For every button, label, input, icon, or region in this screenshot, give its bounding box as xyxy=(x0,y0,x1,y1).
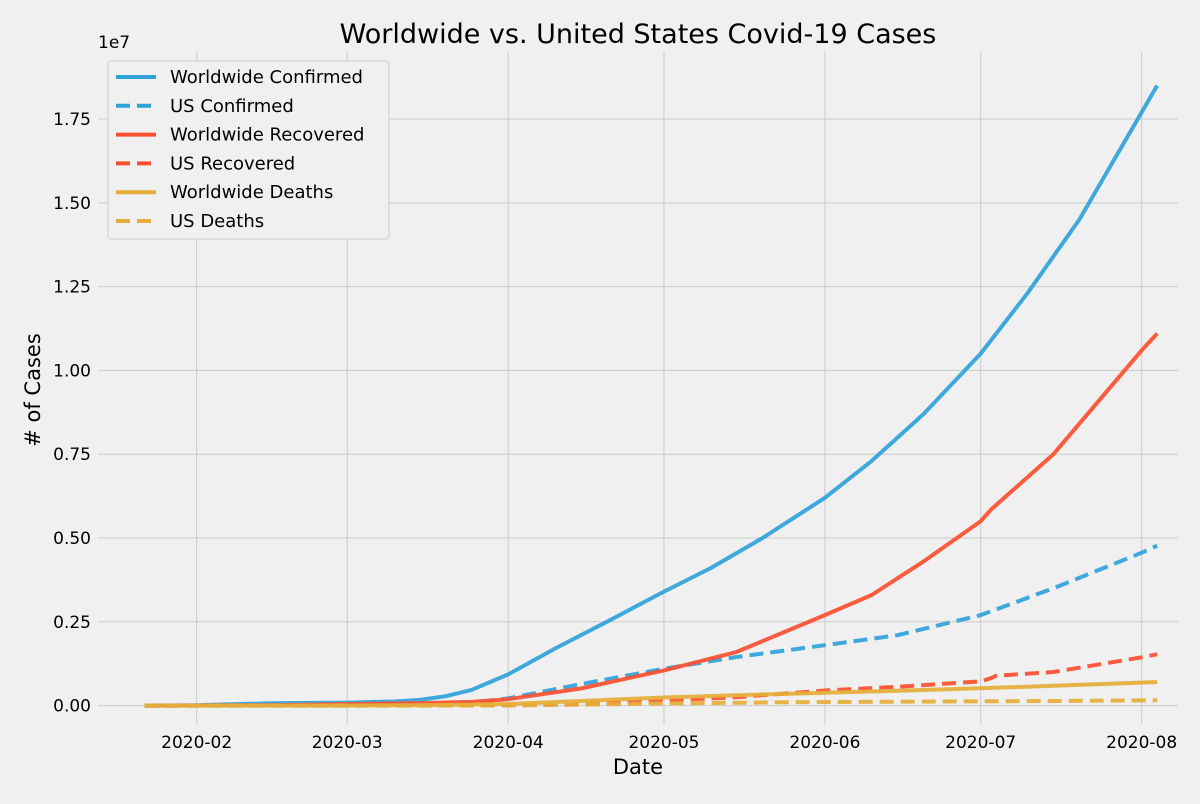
x-tick-label: 2020-07 xyxy=(945,733,1016,753)
legend-label-us-recovered: US Recovered xyxy=(170,153,295,174)
legend-label-us-confirmed: US Confirmed xyxy=(170,96,294,117)
legend: Worldwide Confirmed US Confirmed Worldwide… xyxy=(107,60,390,240)
y-tick-label: 0.00 xyxy=(53,697,91,717)
x-tick-label: 2020-06 xyxy=(789,733,860,753)
legend-label-us-deaths: US Deaths xyxy=(170,211,264,232)
x-axis-label: Date xyxy=(613,755,663,779)
y-offset-label: 1e7 xyxy=(98,33,130,53)
legend-items: Worldwide Confirmed US Confirmed Worldwide… xyxy=(116,67,364,232)
grid-layer xyxy=(98,52,1178,724)
x-tick-label: 2020-03 xyxy=(312,733,383,753)
y-tick-label: 0.50 xyxy=(53,529,91,549)
series-line-us-deaths xyxy=(144,698,1158,708)
series-line-us-confirmed xyxy=(144,543,1159,708)
y-tick-label: 1.75 xyxy=(53,110,91,130)
legend-label-worldwide-recovered: Worldwide Recovered xyxy=(170,125,364,146)
x-tick-label: 2020-08 xyxy=(1106,733,1177,753)
tick-layer: 2020-02 2020-03 2020-04 2020-05 2020-06 2020-… xyxy=(53,110,1177,753)
series-line-us-recovered xyxy=(144,652,1158,708)
y-tick-label: 0.75 xyxy=(53,445,91,465)
legend-label-worldwide-confirmed: Worldwide Confirmed xyxy=(170,67,363,88)
x-tick-label: 2020-05 xyxy=(628,733,699,753)
x-tick-label: 2020-04 xyxy=(473,733,544,753)
chart-title: Worldwide vs. United States Covid-19 Cas… xyxy=(340,19,937,50)
y-axis-label: # of Cases xyxy=(21,333,45,447)
y-tick-label: 1.50 xyxy=(53,194,91,214)
legend-label-worldwide-deaths: Worldwide Deaths xyxy=(170,182,333,203)
y-tick-label: 1.25 xyxy=(53,278,91,298)
y-tick-label: 0.25 xyxy=(53,613,91,633)
legend-frame xyxy=(107,60,390,240)
series-layer xyxy=(144,84,1159,708)
x-tick-label: 2020-02 xyxy=(161,733,232,753)
y-tick-label: 1.00 xyxy=(53,361,91,381)
series-line-worldwide-recovered xyxy=(144,332,1159,708)
